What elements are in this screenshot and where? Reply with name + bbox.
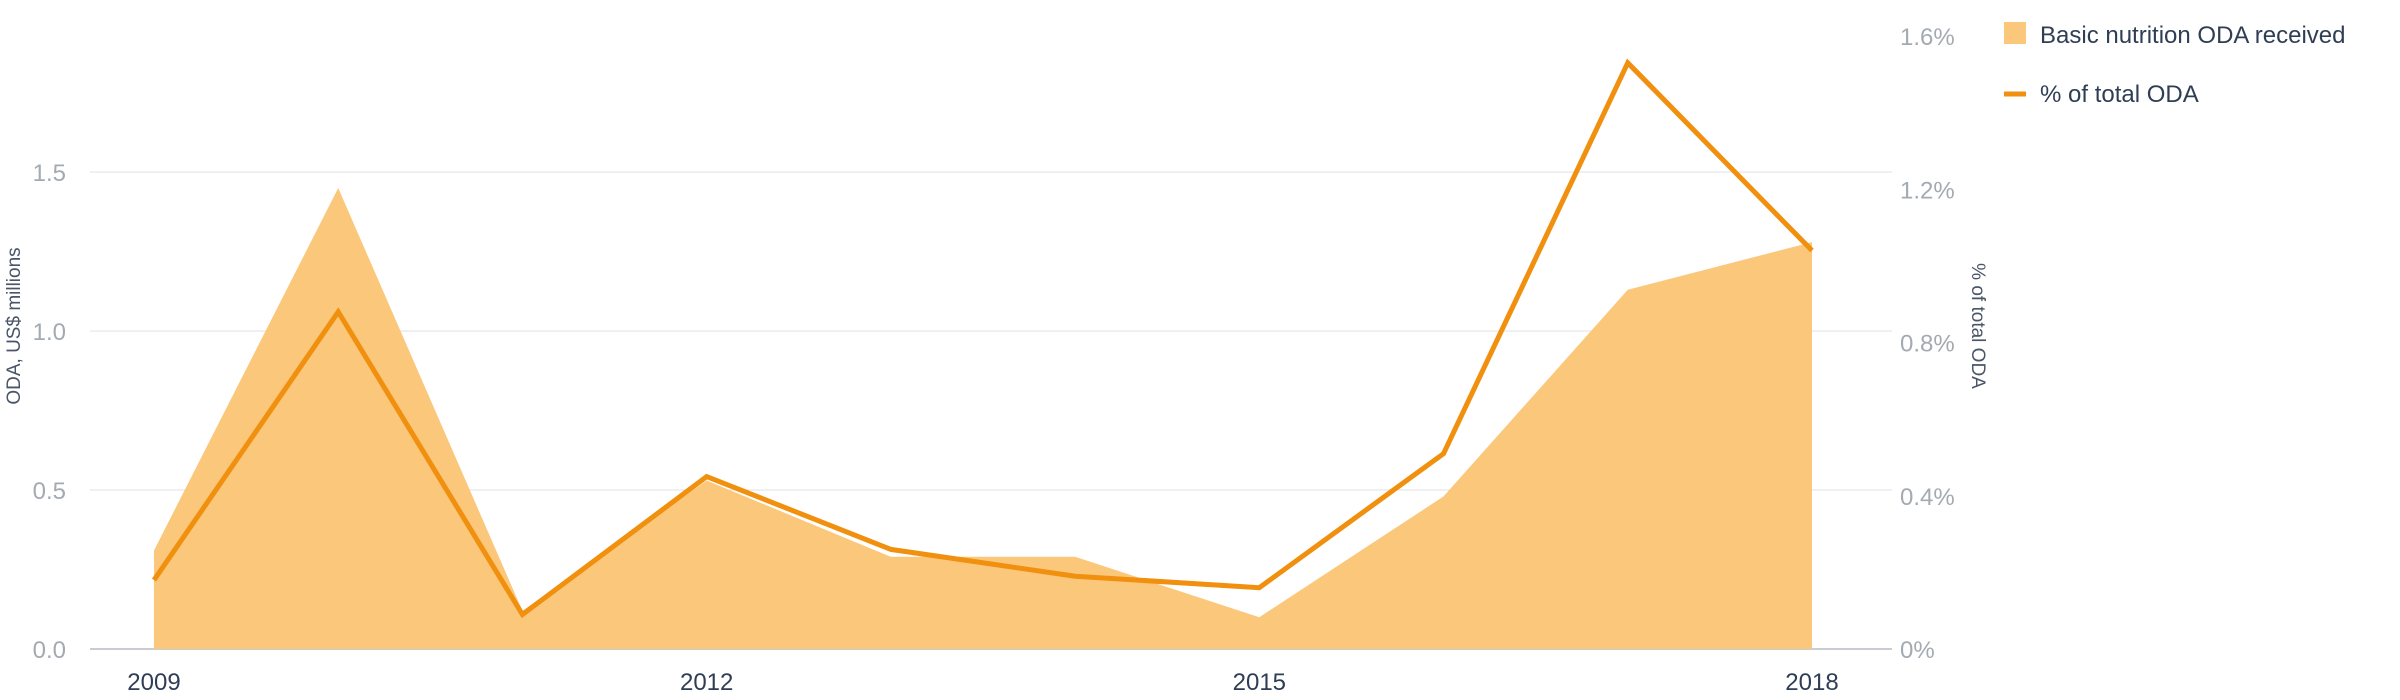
y-right-tick-label: 1.2% [1900, 177, 1955, 204]
y-right-tick-label: 1.6% [1900, 24, 1955, 51]
y-axis-left-label: ODA, US$ millions [4, 247, 25, 404]
right-axis-ticks: 0% 0.4% 0.8% 1.2% 1.6% [1900, 24, 1955, 664]
x-axis-ticks: 2009 2012 2015 2018 [127, 669, 1838, 696]
y-left-tick-label: 1.5 [33, 160, 66, 187]
area-basic-nutrition-oda [154, 188, 1812, 650]
x-tick-label: 2015 [1233, 669, 1286, 696]
y-left-tick-label: 1.0 [33, 319, 66, 346]
y-right-tick-label: 0% [1900, 637, 1935, 664]
y-axis-right-label: % of total ODA [1967, 263, 1988, 389]
line-pct-total-oda [151, 58, 1814, 619]
y-left-tick-label: 0.0 [33, 637, 66, 664]
legend-item-area[interactable]: Basic nutrition ODA received [2004, 22, 2345, 49]
area-series [154, 188, 1812, 650]
y-right-tick-label: 0.4% [1900, 484, 1955, 511]
x-tick-label: 2018 [1785, 669, 1838, 696]
line-series [151, 58, 1814, 619]
legend-item-line[interactable]: % of total ODA [2004, 81, 2199, 108]
y-right-tick-label: 0.8% [1900, 331, 1955, 358]
legend-label-line: % of total ODA [2040, 81, 2199, 108]
y-left-tick-label: 0.5 [33, 478, 66, 505]
legend-label-area: Basic nutrition ODA received [2040, 22, 2345, 49]
legend-swatch-area [2004, 22, 2026, 44]
x-tick-label: 2012 [680, 669, 733, 696]
x-tick-label: 2009 [127, 669, 180, 696]
left-axis-ticks: 0.0 0.5 1.0 1.5 [33, 160, 66, 664]
legend: Basic nutrition ODA received % of total … [2004, 22, 2345, 108]
